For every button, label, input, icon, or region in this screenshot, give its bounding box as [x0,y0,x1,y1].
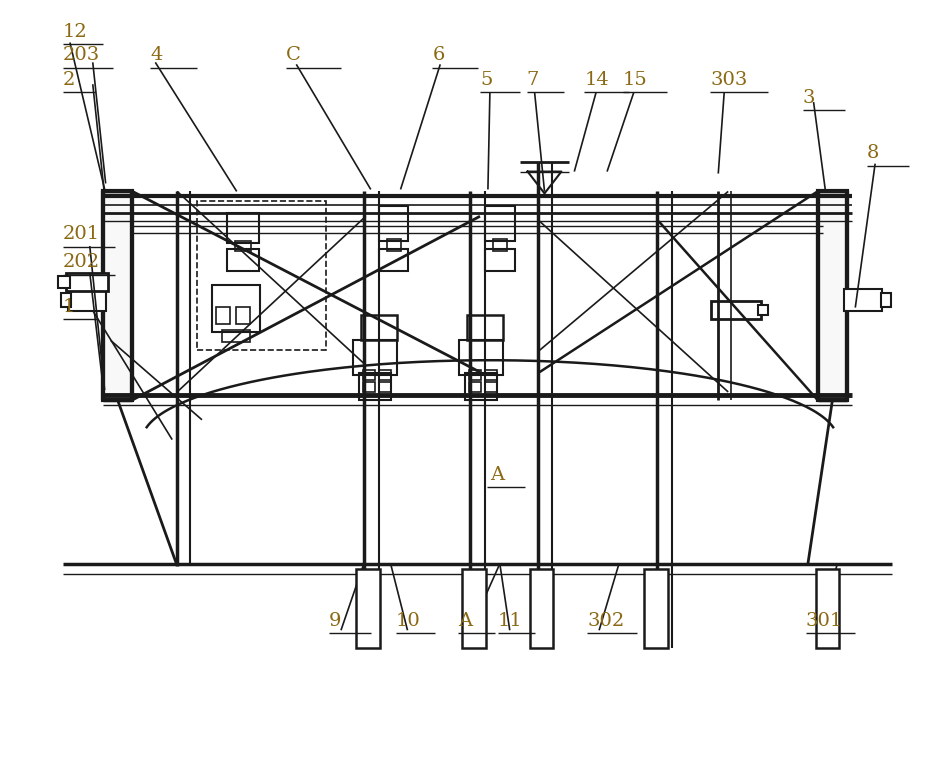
Text: 9: 9 [328,612,341,630]
Bar [227,213,258,243]
Text: 5: 5 [480,71,492,89]
Text: A: A [489,466,504,484]
Bar [459,340,503,375]
Text: 203: 203 [63,46,100,64]
Text: 8: 8 [866,144,879,161]
Bar [197,201,326,350]
Bar [378,382,390,392]
Text: 6: 6 [432,46,445,64]
Text: 303: 303 [709,71,747,89]
Bar [817,191,846,400]
Bar [387,239,400,251]
Bar [465,373,496,400]
Bar [361,314,396,340]
Text: 7: 7 [526,71,539,89]
Bar [466,314,503,340]
Bar [492,239,506,251]
Text: 12: 12 [63,23,88,41]
Text: 301: 301 [804,612,842,630]
Text: 11: 11 [497,612,522,630]
Bar [468,382,481,392]
Bar [815,569,839,648]
Bar [58,276,69,288]
Text: C: C [286,46,301,64]
Bar [485,382,496,392]
Bar [485,207,514,241]
Bar [227,249,258,271]
Bar [485,370,496,380]
Text: A: A [458,612,472,630]
Text: 4: 4 [150,46,163,64]
Bar [881,292,890,307]
Text: 2: 2 [63,71,75,89]
Bar [66,273,108,291]
Bar [363,382,374,392]
Text: 15: 15 [623,71,647,89]
Bar [378,207,408,241]
Bar [644,569,667,648]
Text: 3: 3 [802,89,814,107]
Bar [68,289,106,310]
Bar [378,249,408,271]
Bar [468,370,481,380]
Bar [359,373,390,400]
Text: 1: 1 [63,297,75,316]
Bar [355,569,379,648]
Text: 14: 14 [584,71,608,89]
Bar [843,289,882,310]
Bar [462,569,486,648]
Bar [235,307,249,324]
Text: 201: 201 [63,225,100,243]
Bar [103,191,132,400]
Bar [216,307,229,324]
Bar [485,249,514,271]
Bar [211,285,259,332]
Bar [363,370,374,380]
Bar [222,331,249,342]
Bar [61,292,70,307]
Bar [710,300,760,318]
Text: 202: 202 [63,253,100,271]
Bar [529,569,553,648]
Bar [378,370,390,380]
Text: 302: 302 [586,612,624,630]
Bar [757,305,767,314]
Bar [352,340,396,375]
Bar [234,241,250,251]
Text: 10: 10 [395,612,420,630]
